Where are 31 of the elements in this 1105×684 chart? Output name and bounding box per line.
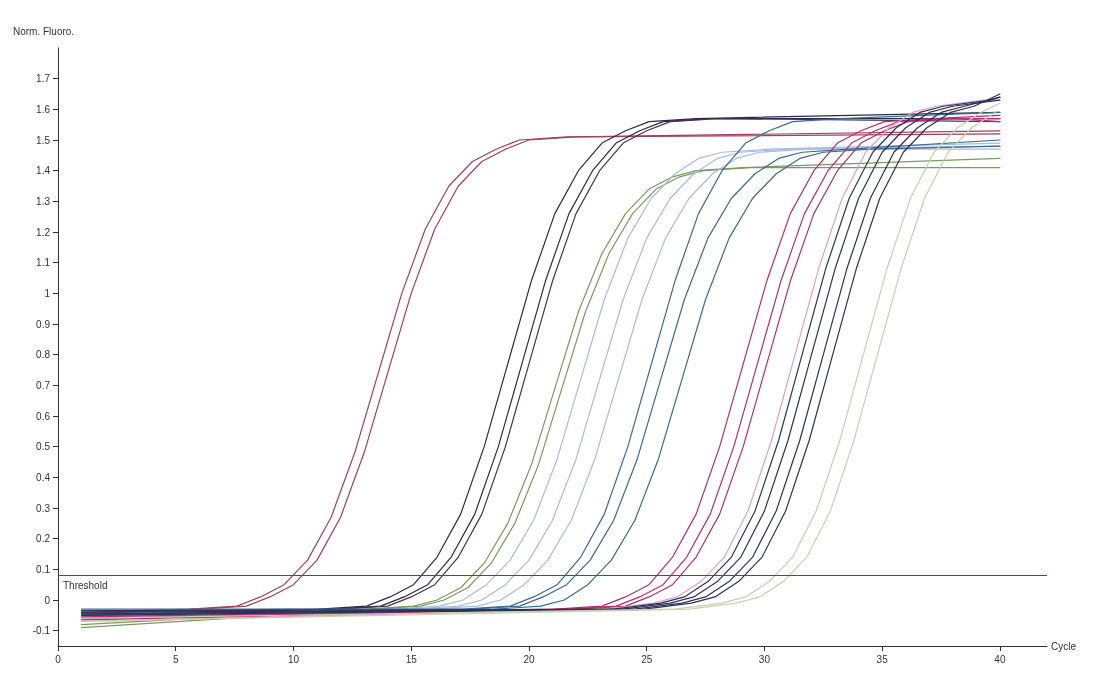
- y-axis-title: Norm. Fluoro.: [13, 25, 75, 37]
- y-tick-label: 0.4: [36, 471, 51, 483]
- x-tick-label: 10: [287, 653, 300, 665]
- y-tick-label: 0: [44, 594, 51, 606]
- ref-line-label: Threshold: [63, 579, 108, 591]
- y-tick-label: 0.7: [36, 379, 51, 391]
- x-tick-label: 25: [641, 653, 653, 665]
- y-tick-label: 0.2: [36, 533, 51, 545]
- y-tick-label: 0.9: [36, 318, 51, 330]
- y-tick-label: 1.6: [36, 103, 51, 115]
- x-tick-label: 20: [523, 653, 535, 665]
- y-tick-label: 1.2: [36, 226, 51, 238]
- y-tick-label: 0.1: [36, 563, 51, 575]
- y-tick-label: -0.1: [32, 625, 51, 637]
- x-axis-title: Cycle: [1051, 640, 1077, 652]
- y-tick-label: 1.1: [36, 257, 51, 269]
- y-tick-label: 1.5: [36, 134, 51, 146]
- x-tick-label: 35: [876, 653, 889, 665]
- y-tick-label: 1: [44, 287, 51, 299]
- x-tick-label: 0: [55, 653, 62, 665]
- x-tick-label: 30: [758, 653, 771, 665]
- x-tick-label: 15: [405, 653, 418, 665]
- y-tick-label: 1.7: [36, 73, 51, 85]
- y-tick-label: 0.5: [36, 441, 51, 453]
- y-tick-label: 0.8: [36, 349, 51, 361]
- y-tick-label: 1.3: [36, 195, 51, 207]
- y-tick-label: 0.3: [36, 502, 51, 514]
- x-tick-label: 5: [172, 653, 179, 665]
- y-tick-label: 0.6: [36, 410, 51, 422]
- x-tick-label: 40: [994, 653, 1006, 665]
- y-tick-label: 1.4: [36, 165, 51, 177]
